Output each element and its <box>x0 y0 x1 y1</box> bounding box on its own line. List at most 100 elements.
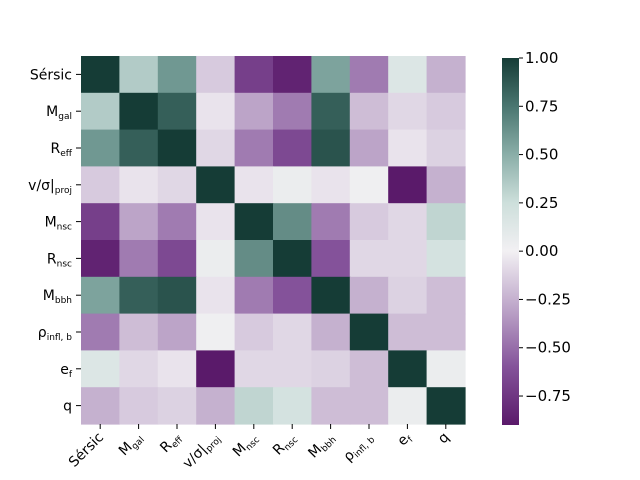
heatmap-cell <box>311 203 351 241</box>
heatmap-cell <box>196 166 236 204</box>
heatmap-cell <box>157 203 197 241</box>
heatmap-cell <box>157 276 197 315</box>
x-tick-label: ef <box>395 429 417 451</box>
heatmap-cell <box>81 350 120 388</box>
heatmap-cell <box>349 166 389 204</box>
heatmap-cell <box>234 350 274 388</box>
heatmap-cell <box>81 166 120 204</box>
heatmap-cell <box>196 56 236 94</box>
heatmap-cell <box>426 92 466 131</box>
heatmap-cell <box>196 240 236 278</box>
y-tick-label: ρinfl, b <box>38 325 72 343</box>
heatmap-cell <box>196 92 236 131</box>
heatmap-cell <box>81 129 120 167</box>
x-tick-label: Mgal <box>116 430 147 461</box>
colorbar: 1.00 0.75 0.50 0.25 0.00 −0.25 −0.50 −0.75 <box>502 49 571 425</box>
heatmap-cell <box>81 387 120 425</box>
heatmap-cell <box>196 313 236 351</box>
heatmap-cell <box>119 313 159 351</box>
colorbar-tick-label: 1.00 <box>525 49 558 67</box>
colorbar-gradient <box>502 58 519 425</box>
heatmap-cell <box>119 129 159 167</box>
heatmap-cell <box>273 350 312 388</box>
heatmap-cell <box>196 387 236 425</box>
heatmap-cell <box>311 240 351 278</box>
heatmap-cell <box>157 92 197 131</box>
x-tick-label: Mbbh <box>305 430 338 463</box>
heatmap-cell <box>388 276 428 315</box>
heatmap-cell <box>426 166 466 204</box>
x-tick-label: ρinfl, b <box>340 429 377 466</box>
x-tick-label: Mnsc <box>230 429 262 461</box>
heatmap-cells <box>81 56 466 425</box>
colorbar-tick-label: 0.00 <box>525 242 558 260</box>
y-tick-label: q <box>63 399 72 415</box>
x-tick-label: Rnsc <box>270 429 300 459</box>
heatmap-cell <box>273 387 312 425</box>
heatmap-cell <box>196 276 236 315</box>
x-tick-label: Sérsic <box>66 430 107 471</box>
heatmap-cell <box>311 56 351 94</box>
heatmap-cell <box>311 313 351 351</box>
heatmap-cell <box>234 129 274 167</box>
heatmap-cell <box>119 166 159 204</box>
heatmap-cell <box>426 387 466 425</box>
y-tick-label: v/σ|proj <box>28 178 72 196</box>
colorbar-tick-label: 0.75 <box>525 97 558 115</box>
heatmap-cell <box>273 166 312 204</box>
heatmap-cell <box>119 203 159 241</box>
colorbar-tick-label: 0.50 <box>525 146 558 164</box>
heatmap-cell <box>234 92 274 131</box>
heatmap-cell <box>349 56 389 94</box>
heatmap-cell <box>234 240 274 278</box>
heatmap-cell <box>349 203 389 241</box>
heatmap-cell <box>426 276 466 315</box>
heatmap-cell <box>388 313 428 351</box>
heatmap-cell <box>426 350 466 388</box>
heatmap-cell <box>157 166 197 204</box>
heatmap-cell <box>157 387 197 425</box>
heatmap-cell <box>426 240 466 278</box>
heatmap-cell <box>311 350 351 388</box>
heatmap-cell <box>119 350 159 388</box>
heatmap-cell <box>81 92 120 131</box>
heatmap-cell <box>196 203 236 241</box>
heatmap-cell <box>234 166 274 204</box>
heatmap-cell <box>311 166 351 204</box>
heatmap-cell <box>234 387 274 425</box>
y-tick-label: Mbbh <box>43 288 72 306</box>
heatmap-cell <box>196 129 236 167</box>
heatmap-cell <box>349 92 389 131</box>
y-tick-label: Rnsc <box>47 251 72 269</box>
y-tick-label: Mgal <box>46 104 72 122</box>
heatmap-cell <box>81 240 120 278</box>
heatmap-cell <box>273 129 312 167</box>
heatmap-cell <box>234 313 274 351</box>
heatmap-cell <box>273 313 312 351</box>
heatmap-cell <box>311 387 351 425</box>
heatmap-cell <box>388 129 428 167</box>
y-tick-label: Mnsc <box>45 215 72 233</box>
heatmap-cell <box>119 56 159 94</box>
heatmap-cell <box>426 313 466 351</box>
heatmap-cell <box>157 129 197 167</box>
heatmap-cell <box>388 387 428 425</box>
heatmap-cell <box>426 203 466 241</box>
heatmap-cell <box>349 129 389 167</box>
heatmap-cell <box>311 129 351 167</box>
heatmap-cell <box>388 92 428 131</box>
heatmap-cell <box>426 129 466 167</box>
heatmap-cell <box>157 313 197 351</box>
heatmap-cell <box>81 56 120 94</box>
heatmap-cell <box>81 313 120 351</box>
heatmap-cell <box>234 56 274 94</box>
y-axis-ticks: Sérsic Mgal Reff v/σ|proj Mnsc Rnsc Mbbh ρinfl,… <box>28 67 81 415</box>
heatmap-cell <box>234 203 274 241</box>
heatmap-cell <box>273 92 312 131</box>
heatmap-cell <box>273 276 312 315</box>
heatmap-cell <box>349 240 389 278</box>
heatmap-cell <box>388 350 428 388</box>
colorbar-tick-label: −0.75 <box>525 387 571 405</box>
heatmap-cell <box>349 387 389 425</box>
